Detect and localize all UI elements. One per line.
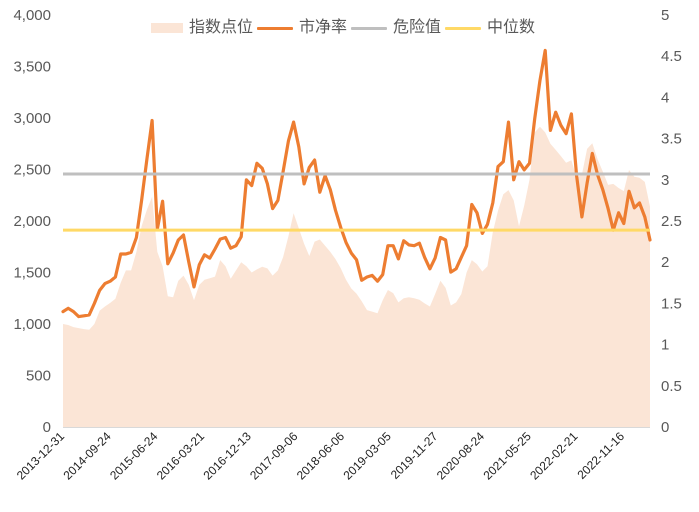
legend: 指数点位 市净率 危险值 中位数 [151, 17, 539, 39]
y-left-tick-label: 2,500 [13, 162, 51, 179]
index-area [63, 126, 650, 427]
y-left-tick-label: 1,500 [13, 265, 51, 282]
y-right-tick-label: 2 [661, 254, 669, 271]
legend-label: 中位数 [487, 19, 536, 36]
y-left-tick-label: 4,000 [13, 7, 51, 24]
y-axis-right: 0 0.5 1 1.5 2 2.5 3 3.5 4 4.5 5 [661, 7, 682, 436]
legend-item-pb[interactable]: 市净率 [257, 17, 347, 39]
legend-line-swatch-icon [257, 26, 294, 30]
y-right-tick-label: 3 [661, 172, 669, 189]
x-tick-label: 2014-09-24 [60, 429, 114, 483]
y-left-tick-label: 1,000 [13, 316, 51, 333]
reference-lines [63, 172, 650, 232]
y-right-tick-label: 3.5 [661, 131, 682, 148]
y-axis-left: 0 500 1,000 1,500 2,000 2,500 3,000 3,500 4,000 [13, 7, 51, 436]
y-right-tick-label: 0.5 [661, 378, 682, 395]
y-right-tick-label: 1.5 [661, 295, 682, 312]
y-left-tick-label: 0 [43, 419, 51, 436]
legend-line-swatch-icon [445, 26, 482, 30]
x-tick-label: 2019-03-05 [341, 429, 395, 483]
legend-item-index[interactable]: 指数点位 [151, 17, 253, 39]
x-tick-label: 2015-06-24 [107, 429, 161, 483]
x-tick-label: 2022-02-21 [527, 429, 581, 483]
index-area-series [63, 126, 650, 427]
legend-item-median[interactable]: 中位数 [445, 17, 535, 39]
x-tick-label: 2020-08-24 [434, 429, 488, 483]
y-right-tick-label: 5 [661, 7, 669, 24]
y-right-tick-label: 1 [661, 337, 669, 354]
y-left-tick-label: 3,500 [13, 59, 51, 76]
x-tick-label: 2021-05-25 [481, 429, 535, 483]
pb-line [61, 48, 652, 319]
legend-label: 市净率 [299, 19, 348, 36]
legend-area-swatch-icon [151, 23, 183, 33]
x-axis-labels: 2013-12-312014-09-242015-06-242016-03-21… [14, 429, 628, 483]
y-right-tick-label: 4.5 [661, 48, 682, 65]
legend-line-swatch-icon [351, 26, 388, 30]
y-left-tick-label: 500 [26, 368, 51, 385]
x-tick-label: 2013-12-31 [14, 429, 68, 483]
legend-label: 危险值 [393, 19, 442, 36]
y-left-tick-label: 3,000 [13, 110, 51, 127]
y-right-tick-label: 2.5 [661, 213, 682, 230]
x-tick-label: 2022-11-16 [574, 429, 627, 482]
x-tick-label: 2016-03-21 [154, 429, 208, 483]
legend-label: 指数点位 [189, 19, 254, 36]
x-tick-label: 2016-12-13 [200, 429, 254, 483]
x-tick-label: 2018-06-06 [294, 429, 348, 483]
y-right-tick-label: 4 [661, 89, 669, 106]
legend-item-danger[interactable]: 危险值 [351, 17, 441, 39]
pb-line-series [61, 48, 652, 319]
x-tick-label: 2017-09-06 [247, 429, 301, 483]
y-right-tick-label: 0 [661, 419, 669, 436]
x-tick-label: 2019-11-27 [388, 429, 441, 482]
y-left-tick-label: 2,000 [13, 213, 51, 230]
